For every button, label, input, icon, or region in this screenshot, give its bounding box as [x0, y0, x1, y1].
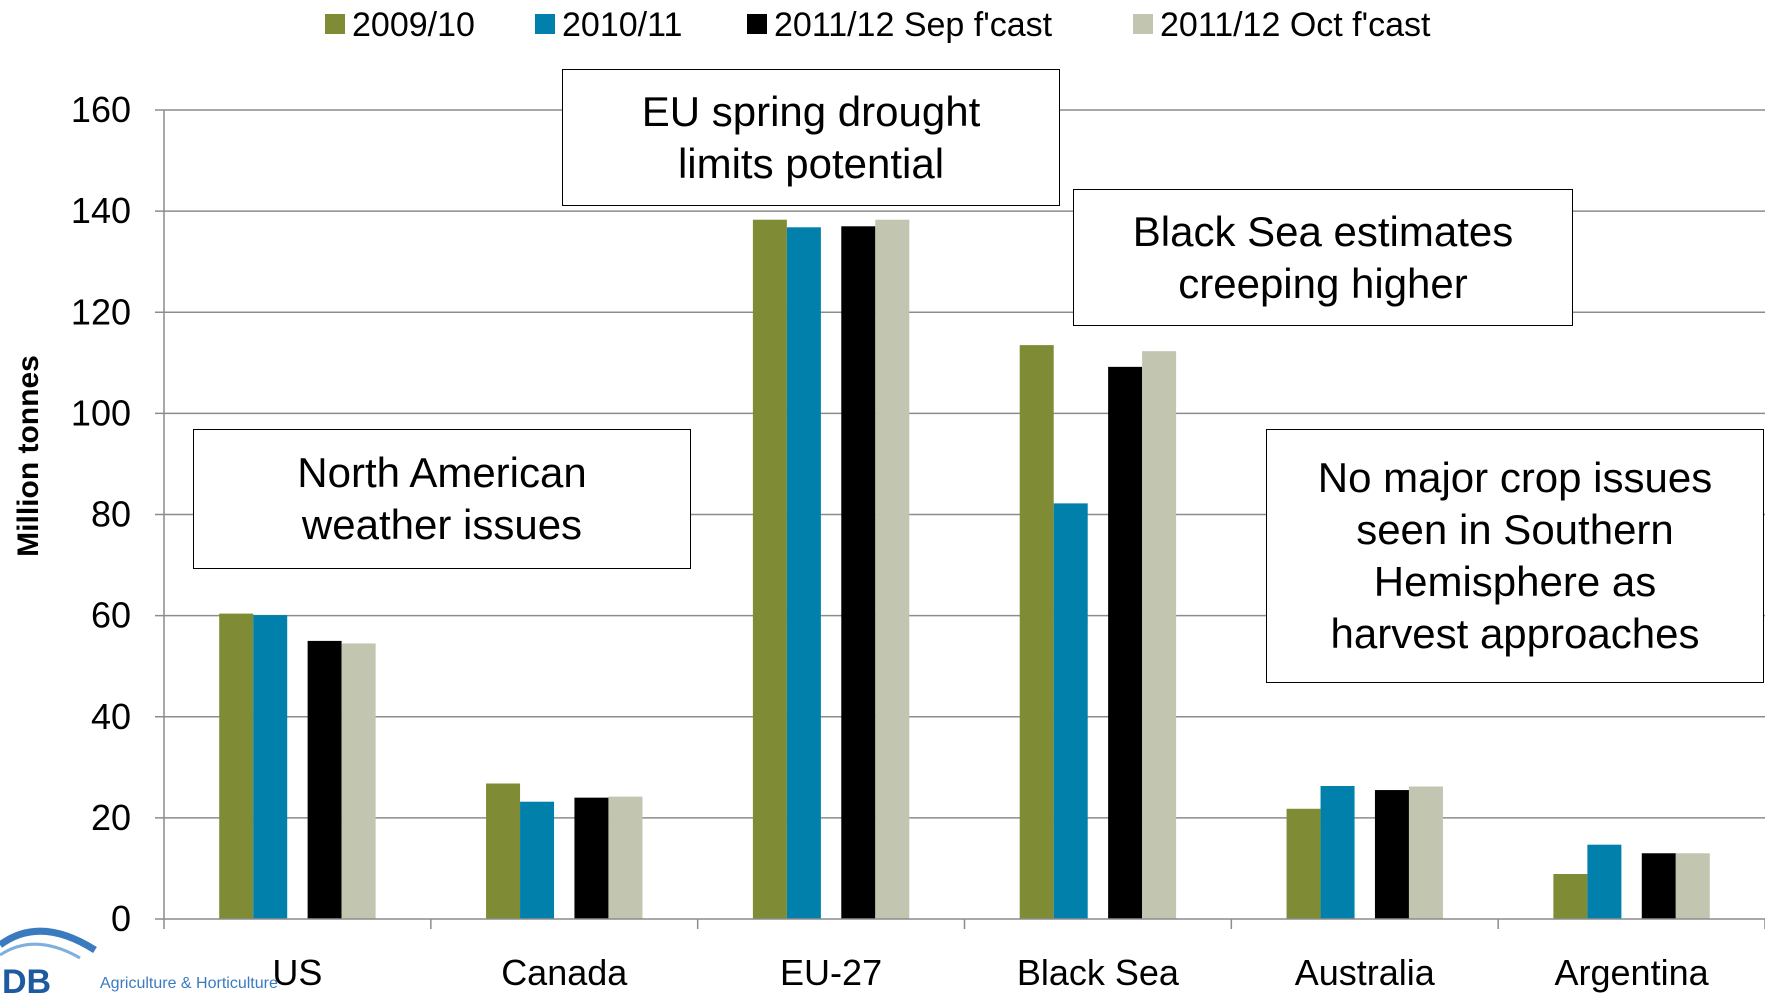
callout-line: No major crop issues	[1317, 454, 1713, 501]
y-tick-label: 60	[91, 595, 131, 636]
callout-black-sea: Black Sea estimates creeping higher	[1073, 189, 1573, 326]
logo-arc-inner-icon	[0, 942, 81, 960]
bar-us-3	[307, 640, 342, 919]
bar-eu-27-2	[786, 227, 821, 919]
y-axis-label: Million tonnes	[12, 355, 45, 557]
legend-label: 2009/10	[352, 6, 475, 44]
bar-canada-3	[574, 797, 609, 919]
y-tick-label: 120	[71, 291, 131, 332]
callout-line: North American	[297, 449, 587, 496]
bar-australia-1	[1286, 808, 1321, 919]
bar-eu-27-3	[841, 226, 876, 919]
bars	[219, 219, 1710, 920]
x-tick-label: Canada	[501, 952, 628, 993]
callout-line: limits potential	[677, 139, 945, 187]
callout-line: creeping higher	[1178, 259, 1468, 307]
bar-black-sea-2	[1053, 503, 1088, 919]
bar-canada-2	[520, 801, 555, 919]
bar-black-sea-4	[1142, 351, 1177, 920]
y-tick-label: 20	[91, 797, 131, 838]
y-tick-label: 160	[71, 89, 131, 130]
legend-swatch	[747, 14, 767, 34]
x-tick-label: Black Sea	[1017, 952, 1180, 993]
callout-north-america: North American weather issues	[193, 429, 691, 569]
bar-argentina-4	[1675, 853, 1710, 919]
bar-us-4	[341, 643, 376, 919]
callout-line: Black Sea estimates	[1132, 207, 1514, 255]
bar-australia-3	[1374, 790, 1409, 919]
logo-text: Agriculture & Horticulture	[100, 975, 278, 992]
legend-label: 2010/11	[562, 6, 682, 44]
bar-argentina-1	[1553, 873, 1588, 919]
callout-line: harvest approaches	[1330, 610, 1700, 657]
y-tick-label: 140	[71, 190, 131, 231]
bar-argentina-2	[1587, 844, 1622, 919]
bar-eu-27-1	[752, 219, 787, 919]
bar-black-sea-1	[1019, 345, 1054, 920]
y-tick-label: 0	[111, 898, 131, 939]
legend-label: 2011/12 Oct f'cast	[1160, 6, 1431, 44]
bar-canada-1	[486, 783, 521, 919]
x-tick-label: EU-27	[780, 952, 882, 993]
y-tick-label: 40	[91, 696, 131, 737]
x-tick-label: Australia	[1295, 952, 1436, 993]
bar-australia-2	[1320, 786, 1355, 919]
ahdb-logo: DB Agriculture & Horticulture	[0, 927, 278, 993]
x-tick-labels: US Canada EU-27 Black Sea Australia Argentina	[272, 952, 1709, 993]
callout-southern-hemisphere: No major crop issues seen in Southern He…	[1266, 429, 1764, 683]
axes	[155, 109, 1765, 929]
x-tick-label: US	[272, 952, 322, 993]
bar-us-2	[253, 615, 288, 919]
bar-us-1	[219, 613, 254, 919]
logo-mark: DB	[2, 963, 51, 993]
bar-australia-4	[1408, 786, 1443, 919]
legend-swatch	[325, 14, 345, 34]
y-tick-label: 80	[91, 494, 131, 535]
legend-swatch	[535, 14, 555, 34]
bar-canada-4	[608, 796, 643, 919]
legend: 2009/10 2010/11 2011/12 Sep f'cast 2011/12 …	[325, 6, 1431, 44]
callout-line: seen in Southern	[1356, 506, 1674, 553]
callout-line: EU spring drought	[641, 87, 981, 135]
x-tick-label: Argentina	[1555, 952, 1710, 993]
callout-eu: EU spring drought limits potential	[562, 69, 1060, 206]
logo-arc-icon	[0, 927, 97, 953]
bar-argentina-3	[1641, 853, 1676, 919]
y-tick-label: 100	[71, 392, 131, 433]
legend-swatch	[1133, 14, 1153, 34]
bar-eu-27-4	[875, 219, 910, 919]
legend-label: 2011/12 Sep f'cast	[774, 6, 1053, 44]
bar-black-sea-3	[1108, 366, 1143, 919]
callout-line: weather issues	[301, 501, 583, 548]
callout-line: Hemisphere as	[1373, 558, 1657, 605]
y-tick-labels: 0 20 40 60 80 100 120 140 160	[71, 89, 131, 939]
